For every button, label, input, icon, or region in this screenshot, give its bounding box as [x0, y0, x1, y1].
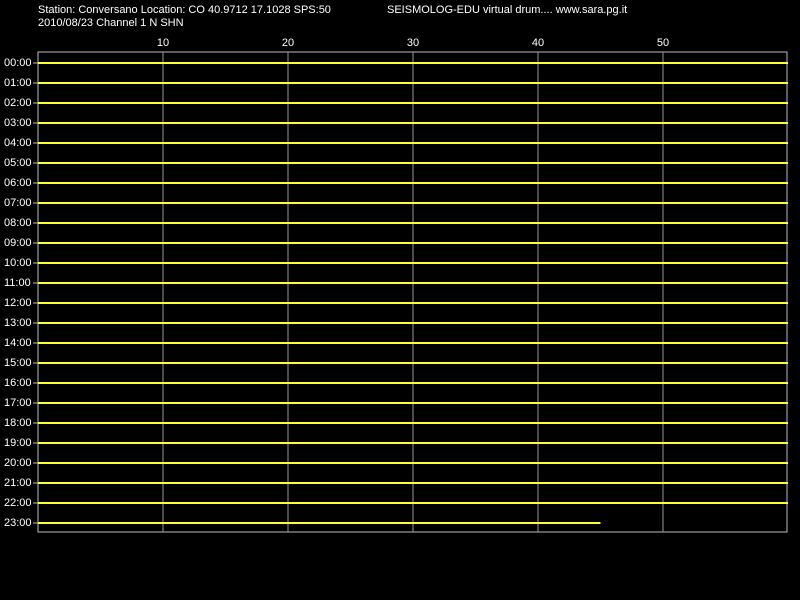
- y-tick-label: 06:00: [4, 177, 32, 189]
- trace: [38, 122, 788, 124]
- chart-title: Station: Conversano Location: CO 40.9712…: [38, 4, 331, 16]
- y-tick-label: 11:00: [4, 277, 31, 289]
- y-tick-label: 03:00: [4, 117, 32, 129]
- y-tick-label: 13:00: [4, 317, 32, 329]
- trace: [38, 162, 788, 164]
- trace: [38, 362, 788, 364]
- x-tick-label: 30: [407, 37, 419, 49]
- y-tick-label: 14:00: [4, 337, 32, 349]
- trace: [38, 442, 788, 444]
- y-tick-label: 12:00: [4, 297, 32, 309]
- trace: [38, 182, 788, 184]
- y-tick-label: 02:00: [4, 97, 32, 109]
- y-tick-label: 17:00: [4, 397, 32, 409]
- y-tick-label: 01:00: [4, 77, 32, 89]
- x-tick-label: 20: [282, 37, 294, 49]
- x-tick-label: 50: [657, 37, 669, 49]
- trace: [38, 102, 788, 104]
- y-tick-label: 22:00: [4, 497, 32, 509]
- trace: [38, 282, 788, 284]
- trace: [38, 522, 601, 524]
- y-tick-label: 09:00: [4, 237, 32, 249]
- trace: [38, 402, 788, 404]
- trace: [38, 82, 788, 84]
- y-tick-label: 23:00: [4, 517, 32, 529]
- x-tick-label: 40: [532, 37, 544, 49]
- trace: [38, 322, 788, 324]
- trace: [38, 262, 788, 264]
- trace: [38, 202, 788, 204]
- y-tick-label: 21:00: [4, 477, 32, 489]
- trace: [38, 242, 788, 244]
- y-tick-label: 18:00: [4, 417, 32, 429]
- y-tick-label: 00:00: [4, 57, 32, 69]
- x-tick-label: 10: [157, 37, 169, 49]
- trace: [38, 62, 788, 64]
- annotation: SEISMOLOG-EDU virtual drum.... www.sara.…: [387, 4, 627, 16]
- trace: [38, 342, 788, 344]
- trace: [38, 142, 788, 144]
- trace: [38, 382, 788, 384]
- y-tick-label: 16:00: [4, 377, 32, 389]
- y-tick-label: 20:00: [4, 457, 32, 469]
- trace: [38, 422, 788, 424]
- chart-subtitle: 2010/08/23 Channel 1 N SHN: [38, 17, 184, 29]
- trace: [38, 302, 788, 304]
- trace: [38, 502, 788, 504]
- trace: [38, 462, 788, 464]
- y-tick-label: 07:00: [4, 197, 32, 209]
- y-tick-label: 04:00: [4, 137, 32, 149]
- y-tick-label: 19:00: [4, 437, 32, 449]
- y-tick-label: 10:00: [4, 257, 32, 269]
- y-tick-label: 05:00: [4, 157, 32, 169]
- trace: [38, 482, 788, 484]
- y-tick-label: 08:00: [4, 217, 32, 229]
- y-tick-label: 15:00: [4, 357, 32, 369]
- trace: [38, 222, 788, 224]
